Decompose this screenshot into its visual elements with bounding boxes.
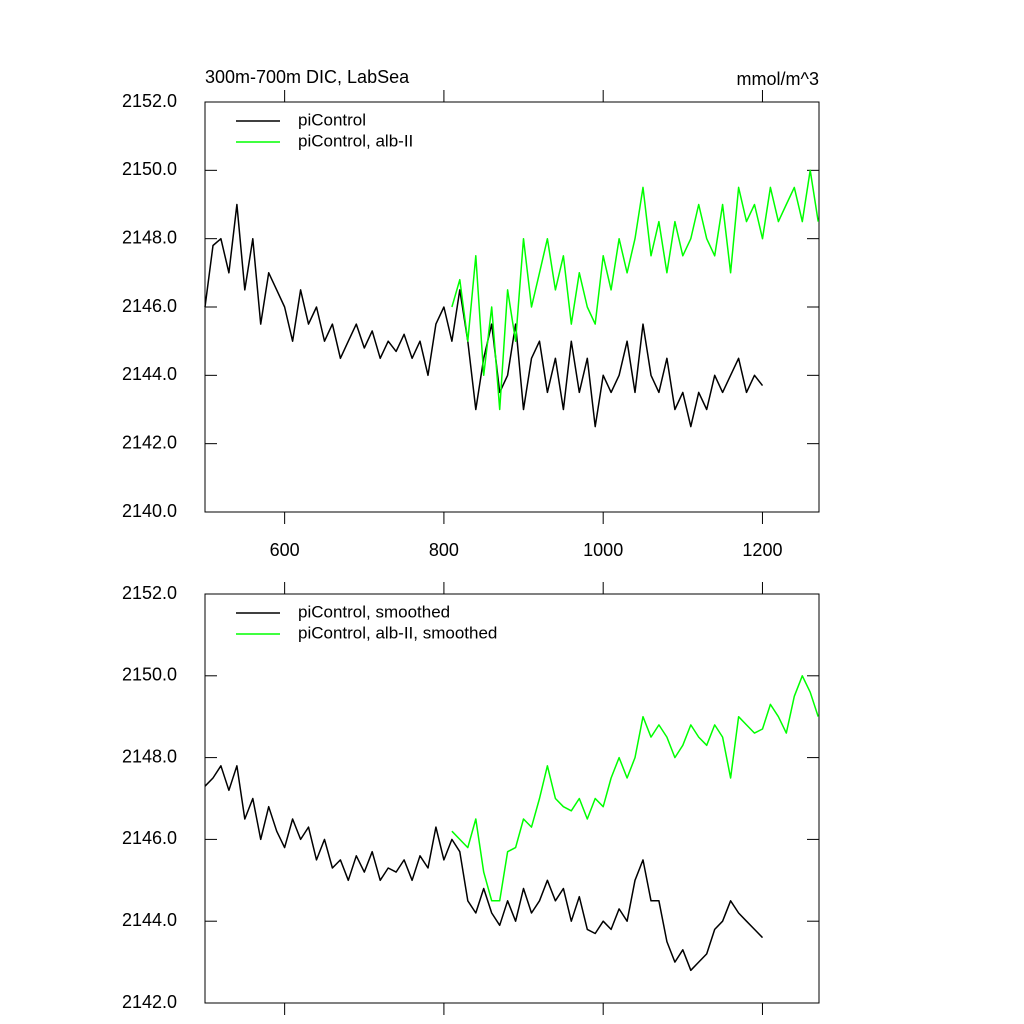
data-line	[451, 675, 819, 902]
data-line	[204, 765, 764, 972]
y-tick-label: 2146.0	[122, 828, 177, 848]
legend-label: piControl	[298, 110, 366, 129]
x-tick-label: 800	[429, 540, 459, 560]
y-tick-label: 2150.0	[122, 159, 177, 179]
x-tick-label: 1200	[742, 540, 782, 560]
x-tick-label: 600	[270, 540, 300, 560]
y-tick-label: 2150.0	[122, 665, 177, 685]
y-tick-label: 2144.0	[122, 364, 177, 384]
y-tick-label: 2142.0	[122, 432, 177, 452]
legend-label: piControl, alb-II	[298, 131, 413, 150]
data-line	[204, 203, 764, 428]
y-tick-label: 2140.0	[122, 501, 177, 521]
legend-label: piControl, smoothed	[298, 602, 450, 621]
chart-title: 300m-700m DIC, LabSea	[205, 67, 410, 87]
x-tick-label: 1000	[583, 540, 623, 560]
plot-frame	[204, 593, 820, 1004]
plot-frame	[204, 101, 820, 513]
y-tick-label: 2152.0	[122, 91, 177, 111]
y-tick-label: 2152.0	[122, 583, 177, 603]
data-line	[451, 169, 819, 411]
y-tick-label: 2146.0	[122, 296, 177, 316]
y-tick-label: 2142.0	[122, 992, 177, 1012]
y-tick-label: 2148.0	[122, 227, 177, 247]
legend-label: piControl, alb-II, smoothed	[298, 623, 497, 642]
y-tick-label: 2148.0	[122, 746, 177, 766]
units-label: mmol/m^3	[737, 69, 819, 89]
y-tick-label: 2144.0	[122, 910, 177, 930]
